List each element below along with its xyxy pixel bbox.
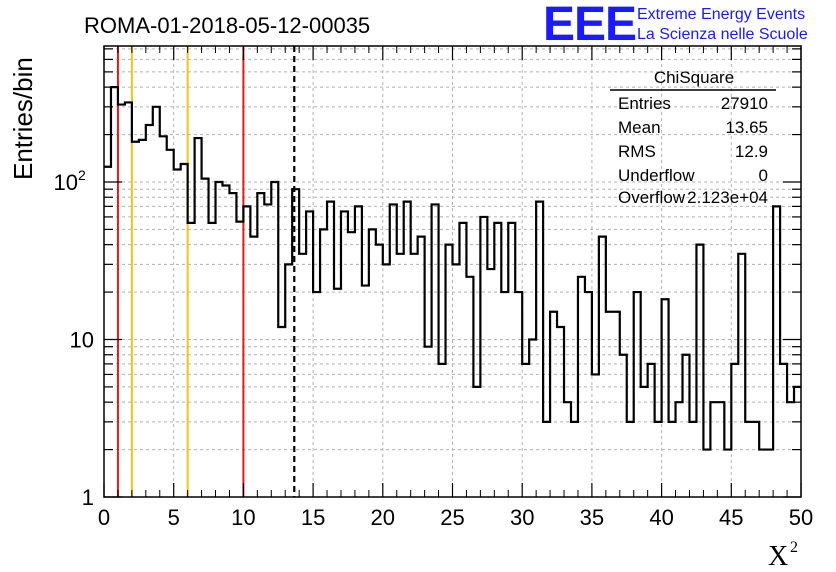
x-tick-label: 20 — [371, 505, 395, 530]
eee-logo: EEE Extreme Energy Events La Scienza nel… — [543, 0, 808, 51]
stats-value-rms: 12.9 — [735, 142, 768, 161]
y-tick-label-exponent: 2 — [78, 167, 86, 183]
stats-value-overflow: 2.123e+04 — [687, 188, 768, 207]
reference-lines — [116, 46, 296, 497]
grid-lines — [104, 46, 801, 497]
eee-logo-line1: Extreme Energy Events — [637, 6, 805, 23]
x-tick-label: 40 — [649, 505, 673, 530]
x-tick-label: 0 — [98, 505, 110, 530]
x-tick-label: 45 — [719, 505, 743, 530]
histogram-series — [104, 86, 801, 451]
eee-logo-line2: La Scienza nelle Scuole — [637, 26, 808, 43]
x-axis-title: X 2 — [768, 539, 798, 572]
x-tick-label: 35 — [580, 505, 604, 530]
stats-value-underflow: 0 — [759, 166, 768, 185]
stats-label-mean: Mean — [618, 118, 661, 137]
eee-logo-mark: EEE — [543, 0, 636, 51]
chart-title: ROMA-01-2018-05-12-00035 — [84, 13, 370, 38]
stats-label-entries: Entries — [618, 94, 671, 113]
x-tick-label: 15 — [301, 505, 325, 530]
x-tick-label: 50 — [789, 505, 813, 530]
stats-value-entries: 27910 — [721, 94, 768, 113]
x-tick-label: 5 — [168, 505, 180, 530]
stats-box: ChiSquare Entries 27910 Mean 13.65 RMS 1… — [610, 68, 776, 207]
stats-title: ChiSquare — [654, 68, 734, 87]
stats-label-underflow: Underflow — [618, 166, 695, 185]
y-axis-title: Entries/bin — [8, 57, 38, 180]
x-tick-label: 25 — [440, 505, 464, 530]
x-tick-label: 30 — [510, 505, 534, 530]
stats-label-rms: RMS — [618, 142, 656, 161]
x-axis-title-superscript: 2 — [790, 539, 798, 556]
x-axis-title-base: X — [768, 541, 788, 572]
x-tick-label: 10 — [231, 505, 255, 530]
y-tick-label: 10 — [54, 170, 78, 195]
stats-value-mean: 13.65 — [725, 118, 768, 137]
y-tick-label: 1 — [82, 485, 94, 510]
y-tick-label: 10 — [70, 327, 94, 352]
stats-label-overflow: Overflow — [618, 188, 686, 207]
